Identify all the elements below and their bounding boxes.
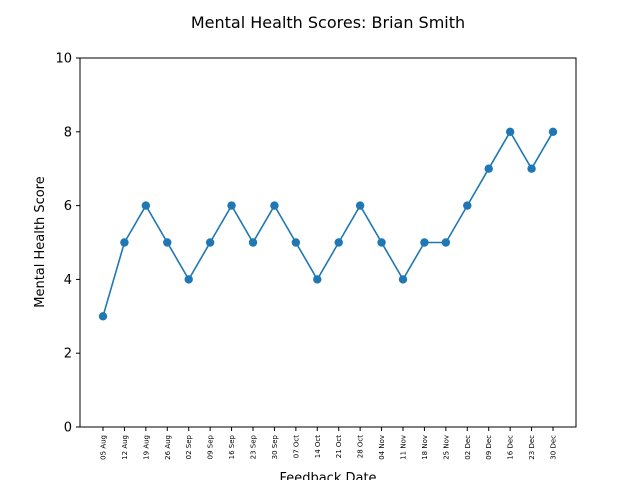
x-axis-ticks: 05 Aug 12 Aug 19 Aug 26 Aug 02 Sep 09 Sep 16 S… <box>100 427 558 460</box>
x-tick-label: 04 Nov <box>378 435 386 460</box>
y-tick-label: 10 <box>55 52 72 67</box>
data-point <box>505 127 515 136</box>
x-tick-label: 18 Nov <box>421 435 429 460</box>
plot-frame <box>79 57 577 428</box>
series-group <box>98 127 558 321</box>
x-tick-label: 26 Aug <box>164 435 172 460</box>
y-axis-label: Mental Health Score <box>33 176 48 308</box>
x-tick-label: 16 Dec <box>507 435 515 460</box>
data-point <box>441 238 451 247</box>
x-axis-label: Feedback Date <box>279 471 376 480</box>
y-tick-label: 4 <box>64 273 72 288</box>
data-point <box>227 201 236 210</box>
data-point <box>270 201 279 210</box>
data-point <box>141 201 151 210</box>
data-point <box>120 238 129 247</box>
data-point <box>163 238 172 247</box>
data-point <box>334 238 343 247</box>
data-point <box>248 238 258 247</box>
x-tick-label: 11 Nov <box>400 435 408 460</box>
x-tick-label: 25 Nov <box>442 435 450 460</box>
x-tick-label: 07 Oct <box>292 435 300 458</box>
x-tick-label: 30 Sep <box>271 434 279 459</box>
data-point <box>184 275 193 284</box>
x-tick-label: 09 Dec <box>485 435 493 460</box>
x-tick-label: 21 Oct <box>335 435 343 458</box>
x-tick-label: 02 Sep <box>185 434 193 459</box>
x-tick-label: 16 Sep <box>228 434 236 459</box>
y-tick-label: 6 <box>64 199 72 214</box>
y-tick-label: 8 <box>64 125 72 140</box>
series-line <box>102 130 554 317</box>
data-point <box>420 238 429 247</box>
y-tick-label: 2 <box>64 347 72 362</box>
x-tick-label: 30 Dec <box>550 435 558 460</box>
data-point <box>484 164 493 173</box>
x-tick-label: 19 Aug <box>142 435 150 460</box>
x-tick-label: 14 Oct <box>314 435 322 458</box>
y-tick-label: 0 <box>64 421 72 436</box>
x-tick-label: 23 Dec <box>528 435 536 460</box>
x-tick-label: 09 Sep <box>207 434 215 459</box>
x-tick-label: 05 Aug <box>100 435 108 460</box>
y-axis-ticks: 0 2 4 6 8 10 <box>55 52 80 436</box>
data-point <box>398 275 408 284</box>
x-tick-label: 28 Oct <box>357 435 365 458</box>
data-point <box>527 164 536 173</box>
data-point <box>205 238 215 247</box>
data-point <box>377 238 386 247</box>
data-point <box>355 201 365 210</box>
data-point <box>548 127 558 136</box>
x-tick-label: 02 Dec <box>464 435 472 460</box>
data-point <box>463 201 472 210</box>
data-point <box>313 275 322 284</box>
chart-title: Mental Health Scores: Brian Smith <box>191 13 465 32</box>
x-tick-label: 12 Aug <box>121 435 129 460</box>
x-tick-label: 23 Sep <box>250 434 258 459</box>
data-point <box>98 312 108 321</box>
data-point <box>291 238 301 247</box>
